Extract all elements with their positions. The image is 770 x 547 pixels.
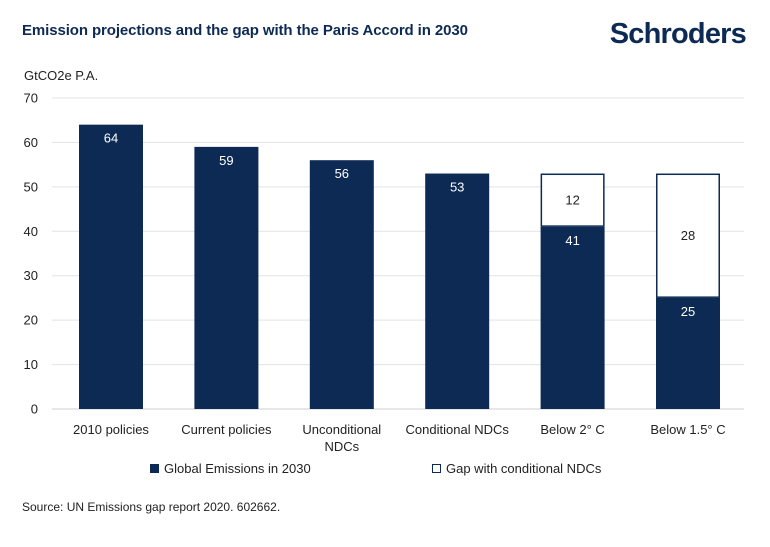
legend-swatch-emissions: [150, 464, 159, 473]
x-category-label: Current policies: [181, 422, 272, 437]
legend-item-emissions: Global Emissions in 2030: [150, 461, 311, 476]
legend-item-gap: Gap with conditional NDCs: [432, 461, 601, 476]
emissions-value-label: 64: [104, 131, 118, 146]
emissions-bar: [540, 226, 605, 409]
source-note: Source: UN Emissions gap report 2020. 60…: [22, 500, 281, 514]
chart-title: Emission projections and the gap with th…: [22, 22, 468, 39]
gap-bar: [656, 173, 720, 298]
x-category-label: Unconditional: [302, 422, 381, 437]
emissions-bar: [656, 297, 720, 409]
legend-swatch-gap: [432, 464, 441, 473]
gap-value-label: 12: [565, 193, 579, 208]
x-category-label: 2010 policies: [73, 422, 149, 437]
y-tick-label: 10: [24, 357, 38, 372]
x-category-label: Below 2° C: [540, 422, 604, 437]
y-tick-label: 30: [24, 268, 38, 283]
y-tick-label: 70: [24, 91, 38, 106]
legend-label-gap: Gap with conditional NDCs: [446, 461, 602, 476]
y-tick-label: 40: [24, 224, 38, 239]
x-category-label: Below 1.5° C: [650, 422, 725, 437]
emissions-bar: [425, 173, 490, 409]
emissions-value-label: 59: [219, 153, 233, 168]
y-tick-label: 0: [31, 402, 38, 417]
emissions-bar: [309, 160, 374, 409]
emissions-value-label: 41: [565, 233, 579, 248]
y-axis-label: GtCO2e P.A.: [24, 68, 99, 83]
emissions-bar: [194, 146, 259, 409]
legend-label-emissions: Global Emissions in 2030: [164, 461, 311, 476]
y-tick-label: 60: [24, 135, 38, 150]
schroders-logo: Schroders: [609, 18, 747, 50]
emissions-value-label: 53: [450, 180, 464, 195]
gap-bar: [540, 173, 605, 227]
emissions-value-label: 25: [681, 304, 695, 319]
emissions-bar: [79, 124, 143, 410]
y-tick-label: 20: [24, 313, 38, 328]
x-category-label: NDCs: [324, 439, 359, 454]
emissions-value-label: 56: [335, 166, 349, 181]
x-category-label: Conditional NDCs: [406, 422, 510, 437]
gap-value-label: 28: [681, 228, 695, 243]
y-tick-label: 50: [24, 179, 38, 194]
